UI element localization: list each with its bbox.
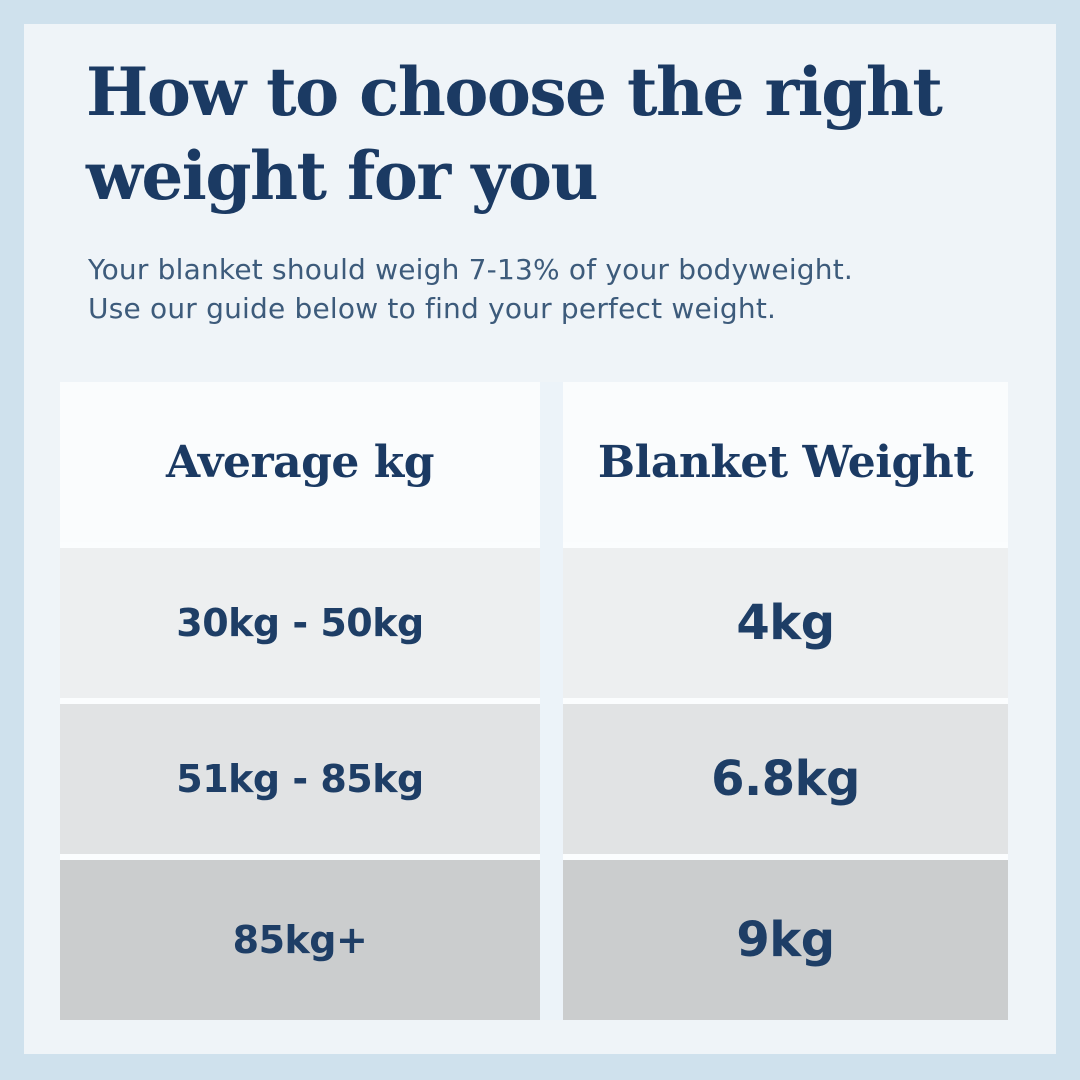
- cell-blanket-weight: 4kg: [563, 548, 1008, 698]
- col-header-blanket-weight: Blanket Weight: [563, 382, 1008, 542]
- weight-guide-table: Average kg Blanket Weight 30kg - 50kg 4k…: [60, 382, 1008, 1020]
- cell-bodyweight-range: 51kg - 85kg: [60, 704, 540, 854]
- cell-bodyweight-range: 30kg - 50kg: [60, 548, 540, 698]
- subtitle-line-1: Your blanket should weigh 7-13% of your …: [88, 253, 853, 286]
- page-title: How to choose the right weight for you: [86, 50, 943, 218]
- table-row: 85kg+ 9kg: [60, 860, 1008, 1020]
- col-header-average-kg: Average kg: [60, 382, 540, 542]
- table-header-row: Average kg Blanket Weight: [60, 382, 1008, 542]
- table-row: 51kg - 85kg 6.8kg: [60, 704, 1008, 854]
- page-title-line-1: How to choose the right: [86, 53, 943, 131]
- page-title-line-2: weight for you: [86, 137, 599, 215]
- cell-bodyweight-range: 85kg+: [60, 860, 540, 1020]
- table-row: 30kg - 50kg 4kg: [60, 548, 1008, 698]
- subtitle: Your blanket should weigh 7-13% of your …: [88, 250, 853, 328]
- card: How to choose the right weight for you Y…: [24, 24, 1056, 1054]
- cell-blanket-weight: 6.8kg: [563, 704, 1008, 854]
- cell-blanket-weight: 9kg: [563, 860, 1008, 1020]
- subtitle-line-2: Use our guide below to find your perfect…: [88, 292, 777, 325]
